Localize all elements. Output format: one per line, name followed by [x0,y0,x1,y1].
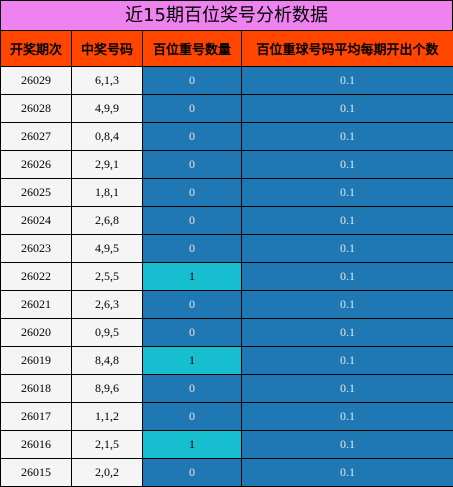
winning-number-cell: 2,6,8 [72,207,143,235]
winning-number-cell: 8,9,6 [72,375,143,403]
header-issue: 开奖期次 [1,31,72,67]
average-cell: 0.1 [242,403,453,431]
winning-number-cell: 4,9,9 [72,95,143,123]
header-average: 百位重球号码平均每期开出个数 [242,31,453,67]
issue-cell: 26028 [1,95,72,123]
winning-number-cell: 8,4,8 [72,347,143,375]
repeat-count-cell: 1 [143,431,242,459]
winning-number-cell: 1,1,2 [72,403,143,431]
issue-cell: 26017 [1,403,72,431]
winning-number-cell: 0,9,5 [72,319,143,347]
winning-number-cell: 2,6,3 [72,291,143,319]
issue-cell: 26020 [1,319,72,347]
winning-number-cell: 6,1,3 [72,67,143,95]
winning-number-cell: 2,0,2 [72,459,143,487]
issue-cell: 26016 [1,431,72,459]
winning-number-cell: 1,8,1 [72,179,143,207]
repeat-count-cell: 0 [143,179,242,207]
winning-number-cell: 4,9,5 [72,235,143,263]
average-cell: 0.1 [242,67,453,95]
repeat-count-cell: 0 [143,151,242,179]
average-cell: 0.1 [242,291,453,319]
repeat-count-cell: 0 [143,67,242,95]
issue-cell: 26018 [1,375,72,403]
average-cell: 0.1 [242,459,453,487]
issue-cell: 26023 [1,235,72,263]
issue-cell: 26022 [1,263,72,291]
repeat-count-cell: 0 [143,235,242,263]
average-cell: 0.1 [242,263,453,291]
average-cell: 0.1 [242,151,453,179]
repeat-count-cell: 0 [143,403,242,431]
issue-cell: 26029 [1,67,72,95]
winning-number-cell: 2,9,1 [72,151,143,179]
repeat-count-cell: 0 [143,123,242,151]
issue-cell: 26015 [1,459,72,487]
header-number: 中奖号码 [72,31,143,67]
average-cell: 0.1 [242,347,453,375]
average-cell: 0.1 [242,123,453,151]
average-cell: 0.1 [242,375,453,403]
repeat-count-cell: 1 [143,263,242,291]
repeat-count-cell: 0 [143,459,242,487]
winning-number-cell: 2,5,5 [72,263,143,291]
issue-cell: 26019 [1,347,72,375]
repeat-count-cell: 0 [143,291,242,319]
header-row: 开奖期次 中奖号码 百位重号数量 百位重球号码平均每期开出个数 [1,31,453,67]
repeat-count-cell: 0 [143,375,242,403]
issue-cell: 26021 [1,291,72,319]
repeat-count-cell: 0 [143,319,242,347]
average-cell: 0.1 [242,179,453,207]
average-cell: 0.1 [242,235,453,263]
average-cell: 0.1 [242,95,453,123]
average-cell: 0.1 [242,319,453,347]
page-title: 近15期百位奖号分析数据 [0,0,453,30]
issue-cell: 26026 [1,151,72,179]
issue-cell: 26025 [1,179,72,207]
winning-number-cell: 2,1,5 [72,431,143,459]
repeat-count-cell: 1 [143,347,242,375]
issue-cell: 26024 [1,207,72,235]
header-repeat-count: 百位重号数量 [143,31,242,67]
repeat-count-cell: 0 [143,207,242,235]
average-cell: 0.1 [242,431,453,459]
winning-number-cell: 0,8,4 [72,123,143,151]
average-cell: 0.1 [242,207,453,235]
repeat-count-cell: 0 [143,95,242,123]
issue-cell: 26027 [1,123,72,151]
